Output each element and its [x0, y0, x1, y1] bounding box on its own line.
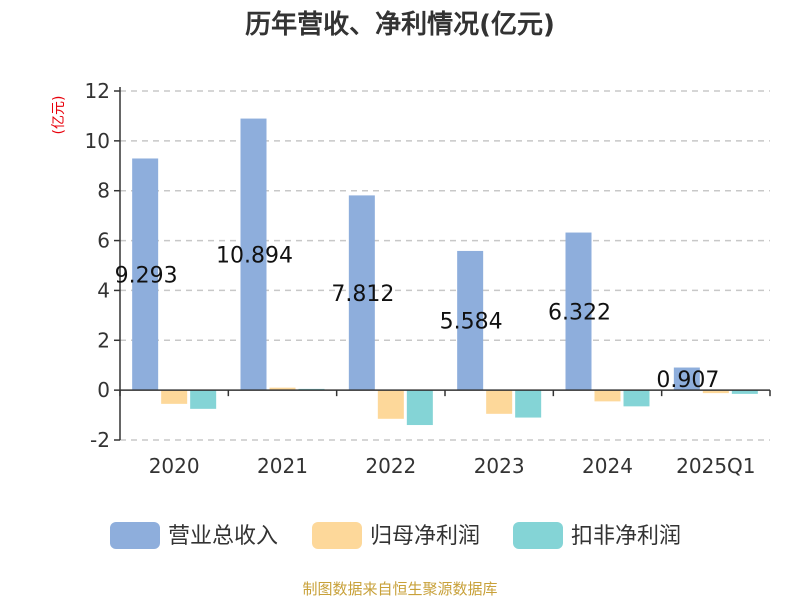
y-axis: 12 10 8 6 4 2 0 -2 [85, 79, 121, 452]
bar-2024-营业总收入 [565, 232, 592, 391]
y-unit-label: (亿元) [51, 96, 67, 135]
legend-swatch [312, 522, 362, 549]
x-tick-label: 2020 [149, 454, 200, 478]
bar-2020-扣非净利润 [190, 390, 217, 409]
y-tick-label: 8 [97, 179, 110, 203]
legend-item: 营业总收入 [168, 524, 278, 549]
bar-2021-营业总收入 [240, 118, 267, 391]
legend[interactable]: 营业总收入 归母净利润 扣非净利润 [110, 522, 681, 549]
bar-2020-归母净利润 [161, 390, 188, 404]
data-label: 6.322 [548, 300, 611, 325]
bar-2022-归母净利润 [377, 390, 404, 419]
x-tick-label: 2024 [582, 454, 633, 478]
bar-2022-营业总收入 [348, 195, 375, 391]
data-labels: 9.293 10.894 7.812 5.584 6.322 0.907 [115, 243, 720, 392]
bar-2023-营业总收入 [457, 250, 484, 391]
data-label: 9.293 [115, 263, 178, 288]
legend-swatch [110, 522, 160, 549]
bar-2025Q1-归母净利润 [702, 390, 729, 394]
x-tick-label: 2021 [257, 454, 308, 478]
bar-2025Q1-营业总收入 [673, 367, 700, 391]
gridlines [120, 90, 770, 441]
y-tick-label: 0 [97, 378, 110, 402]
bar-2024-归母净利润 [594, 390, 621, 402]
bar-2021-归母净利润 [269, 387, 296, 391]
data-label: 10.894 [216, 243, 293, 268]
bar-2023-归母净利润 [486, 390, 513, 414]
bar-2024-扣非净利润 [623, 390, 650, 407]
bar-2025Q1-扣非净利润 [731, 390, 758, 394]
data-label: 5.584 [440, 310, 503, 335]
bar-2023-扣非净利润 [515, 390, 542, 418]
bar-2020-营业总收入 [132, 158, 159, 391]
bars [132, 118, 758, 426]
data-label: 7.812 [331, 282, 394, 307]
x-axis: 2020 2021 2022 2023 2024 2025Q1 [119, 389, 771, 478]
data-label: 0.907 [656, 368, 719, 393]
x-tick-label: 2025Q1 [676, 454, 755, 478]
legend-swatch [513, 522, 563, 549]
chart-title: 历年营收、净利情况(亿元) [245, 9, 555, 40]
y-tick-label: 4 [97, 278, 110, 302]
legend-item: 扣非净利润 [571, 524, 681, 549]
y-tick-label: -2 [90, 428, 110, 452]
y-tick-label: 2 [97, 328, 110, 352]
y-tick-label: 6 [97, 229, 110, 253]
x-tick-label: 2023 [474, 454, 525, 478]
source-note: 制图数据来自恒生聚源数据库 [302, 580, 497, 598]
x-tick-label: 2022 [365, 454, 416, 478]
bar-2022-扣非净利润 [406, 390, 433, 426]
y-tick-label: 10 [85, 129, 110, 153]
y-tick-label: 12 [85, 79, 110, 103]
legend-item: 归母净利润 [370, 524, 480, 549]
